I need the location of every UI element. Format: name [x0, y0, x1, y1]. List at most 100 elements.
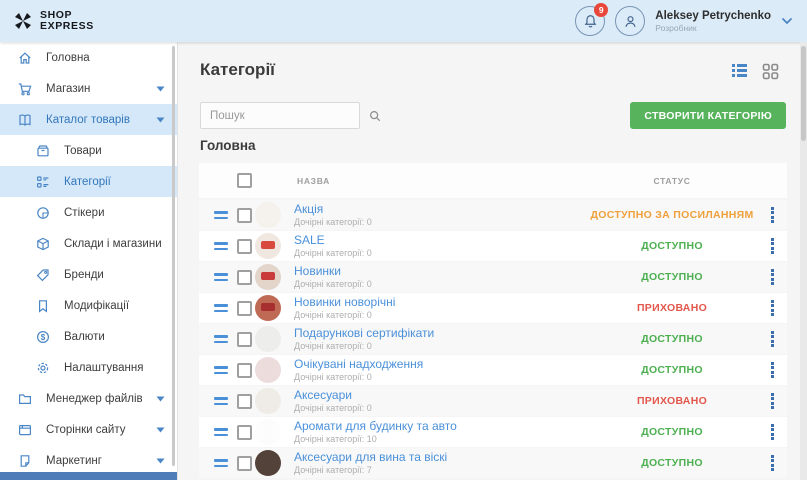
search-icon[interactable]: [368, 109, 382, 123]
sidebar-item-label: Головна: [46, 51, 90, 64]
sidebar-item-currency[interactable]: $ Валюти: [0, 321, 177, 352]
user-role: Розробник: [655, 22, 697, 33]
row-checkbox[interactable]: [237, 238, 252, 254]
table-row: Аксесуари для вина та віскі Дочірні катег…: [199, 448, 787, 478]
table-row: SALE Дочірні категорії: 0 ДОСТУПНО: [199, 231, 787, 261]
category-thumbnail: [255, 295, 281, 321]
user-meta: Aleksey Petrychenko Розробник: [655, 10, 771, 33]
grid-view-button[interactable]: [761, 62, 779, 80]
sidebar-item-marketing[interactable]: Маркетинг: [0, 445, 177, 476]
row-menu-button[interactable]: [757, 423, 787, 441]
drag-handle-icon[interactable]: [214, 459, 237, 467]
drag-handle-icon[interactable]: [214, 211, 237, 219]
row-menu-button[interactable]: [757, 299, 787, 317]
sidebar-item-bookmark[interactable]: Модифікації: [0, 290, 177, 321]
sidebar-item-pages[interactable]: Сторінки сайту: [0, 414, 177, 445]
select-all-checkbox[interactable]: [237, 173, 252, 188]
category-name-link[interactable]: Новинки новорічні: [294, 294, 396, 309]
chevron-down-icon: [156, 86, 165, 91]
category-children-count: Дочірні категорії: 0: [294, 279, 372, 290]
category-name-link[interactable]: Аксесуари: [294, 387, 352, 402]
status-badge: ДОСТУПНО: [641, 333, 703, 345]
category-name-link[interactable]: Акція: [294, 201, 324, 216]
currency-icon: $: [36, 330, 49, 343]
search-input[interactable]: [201, 109, 368, 122]
notifications-button[interactable]: 9: [575, 3, 609, 36]
user-avatar-button[interactable]: [615, 6, 646, 36]
category-name-link[interactable]: Подарункові сертифікати: [294, 325, 435, 340]
cart-icon: [18, 82, 31, 95]
products-icon: [36, 144, 49, 156]
row-menu-button[interactable]: [757, 206, 787, 224]
sidebar-item-brand[interactable]: Бренди: [0, 259, 177, 290]
sidebar-item-sticker[interactable]: Стікери: [0, 197, 177, 228]
status-badge: ДОСТУПНО ЗА ПОСИЛАННЯМ: [590, 209, 754, 221]
status-badge: ДОСТУПНО: [641, 240, 703, 252]
row-checkbox[interactable]: [237, 362, 252, 378]
row-menu-button[interactable]: [757, 392, 787, 410]
sidebar-item-label: Налаштування: [64, 361, 144, 374]
category-thumbnail: [255, 419, 281, 445]
bookmark-icon: [38, 299, 47, 313]
sidebar-item-cart[interactable]: Магазин: [0, 73, 177, 104]
row-checkbox[interactable]: [237, 300, 252, 316]
row-checkbox[interactable]: [237, 207, 252, 223]
sidebar-item-home[interactable]: Головна: [0, 42, 177, 73]
category-name-link[interactable]: Новинки: [294, 263, 341, 278]
user-menu-chevron-icon[interactable]: [781, 17, 793, 25]
category-name-link[interactable]: Аромати для будинку та авто: [294, 418, 457, 433]
column-header-name: НАЗВА: [297, 175, 330, 186]
sidebar-item-label: Магазин: [46, 82, 91, 95]
home-icon: [18, 51, 31, 64]
row-menu-button[interactable]: [757, 454, 787, 472]
drag-handle-icon[interactable]: [214, 366, 237, 374]
chevron-down-icon: [156, 458, 165, 463]
table-row: Акція Дочірні категорії: 0 ДОСТУПНО ЗА ПОС…: [199, 200, 787, 230]
page-scrollbar-track[interactable]: [800, 42, 807, 480]
status-badge: ДОСТУПНО: [641, 457, 703, 469]
categories-table: НАЗВА СТАТУС Акція Дочірні категорії: 0 ДО…: [199, 163, 787, 479]
settings-icon: [37, 362, 48, 373]
brand-logo[interactable]: SHOP EXPRESS: [0, 9, 178, 32]
row-checkbox[interactable]: [237, 455, 252, 471]
drag-handle-icon[interactable]: [214, 242, 237, 250]
sidebar-item-folder[interactable]: Менеджер файлів: [0, 383, 177, 414]
category-thumbnail: [255, 264, 281, 290]
category-thumbnail: [255, 202, 281, 228]
sidebar-item-products[interactable]: Товари: [0, 135, 177, 166]
sidebar-item-label: Валюти: [64, 330, 105, 343]
drag-handle-icon[interactable]: [214, 304, 237, 312]
sidebar-item-warehouse[interactable]: Склади і магазини: [0, 228, 177, 259]
create-category-button[interactable]: СТВОРИТИ КАТЕГОРІЮ: [630, 102, 786, 129]
row-menu-button[interactable]: [757, 330, 787, 348]
catalog-icon: [18, 114, 31, 126]
sidebar-item-categories[interactable]: Категорії: [0, 166, 177, 197]
drag-handle-icon[interactable]: [214, 428, 237, 436]
drag-handle-icon[interactable]: [214, 273, 237, 281]
category-name-link[interactable]: Аксесуари для вина та віскі: [294, 449, 448, 464]
row-menu-button[interactable]: [757, 361, 787, 379]
search-box: [200, 102, 381, 129]
drag-handle-icon[interactable]: [214, 335, 237, 343]
row-checkbox[interactable]: [237, 331, 252, 347]
list-view-button[interactable]: [731, 62, 749, 80]
drag-handle-icon[interactable]: [214, 397, 237, 405]
sidebar-item-label: Каталог товарів: [46, 113, 130, 126]
sidebar-scrollbar[interactable]: [172, 46, 175, 466]
category-name-link[interactable]: SALE: [294, 232, 325, 247]
main-content: Категорії СТВОРИТИ КАТЕГО: [179, 42, 807, 480]
category-children-count: Дочірні категорії: 0: [294, 341, 372, 352]
category-children-count: Дочірні категорії: 0: [294, 372, 372, 383]
table-row: Новинки новорічні Дочірні категорії: 0 ПРИ…: [199, 293, 787, 323]
row-menu-button[interactable]: [757, 268, 787, 286]
chevron-down-icon: [156, 396, 165, 401]
page-scrollbar-thumb[interactable]: [801, 46, 806, 141]
row-checkbox[interactable]: [237, 424, 252, 440]
sidebar-item-catalog[interactable]: Каталог товарів: [0, 104, 177, 135]
row-checkbox[interactable]: [237, 269, 252, 285]
chevron-down-icon: [156, 427, 165, 432]
sidebar-item-settings[interactable]: Налаштування: [0, 352, 177, 383]
row-checkbox[interactable]: [237, 393, 252, 409]
category-name-link[interactable]: Очікувані надходження: [294, 356, 424, 371]
row-menu-button[interactable]: [757, 237, 787, 255]
